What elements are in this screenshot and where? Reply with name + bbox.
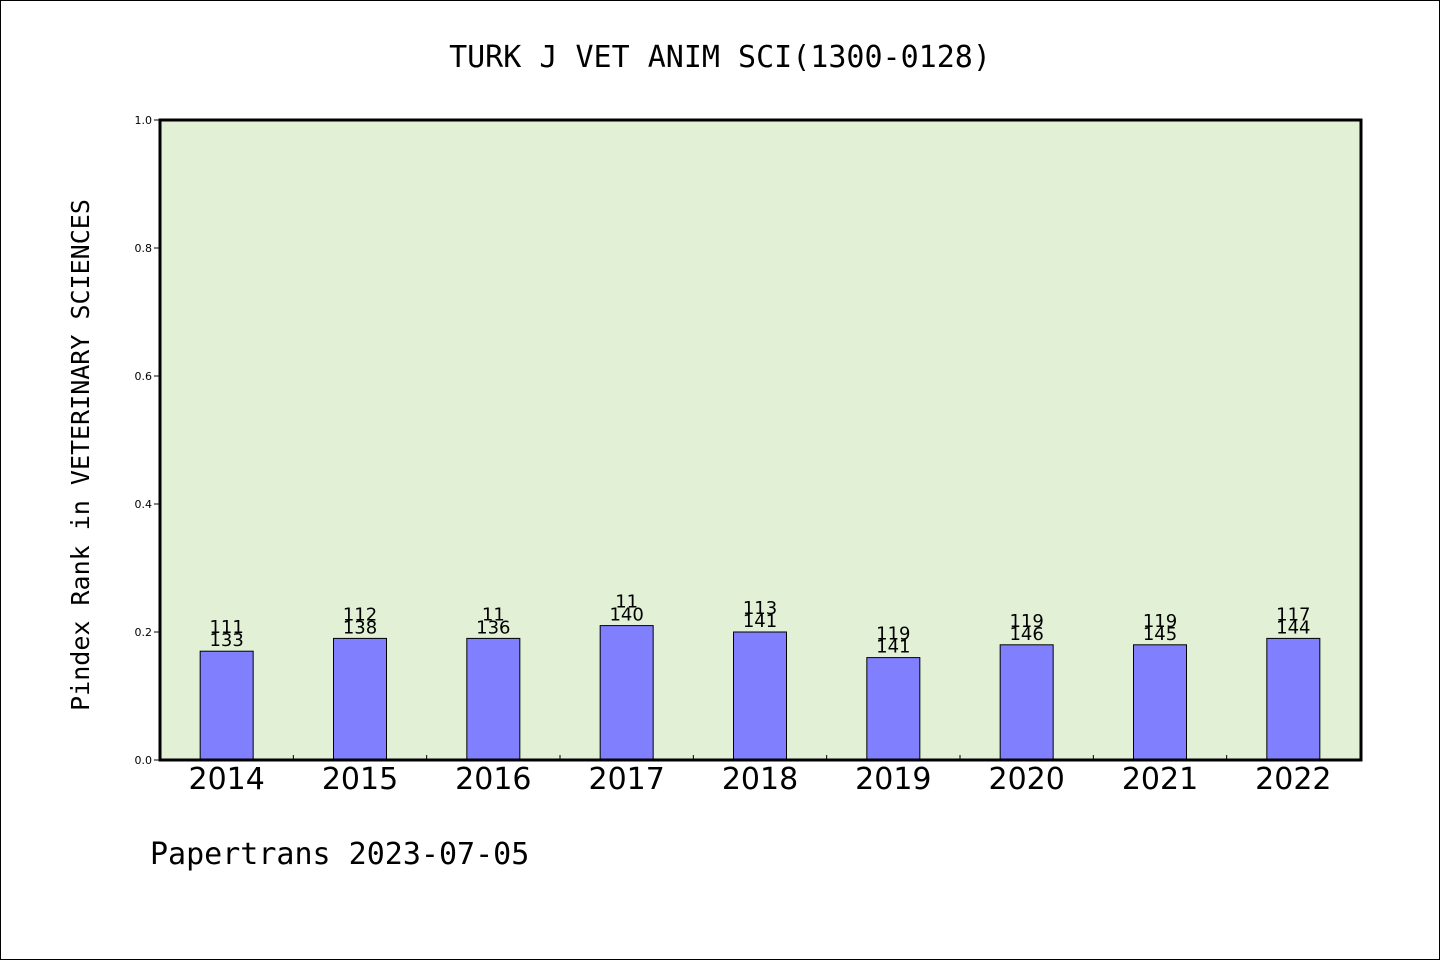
bar-rank-label: 119 [1143,611,1177,632]
bar-total-label: 141 [743,611,777,632]
bar-total-label: 133 [209,630,243,651]
x-axis-ticks: 2014 2015 2016 2017 2018 2019 2020 2021 2022 [188,755,1332,797]
bar-rank-label: 111 [209,617,243,638]
bar-2022 [1266,637,1321,761]
y-tick-label: 0.2 [135,626,153,639]
bar-rank-label: 11 [615,592,638,613]
bar-rank-label: 117 [1276,604,1310,625]
bar-2017 [599,625,654,761]
bar-total-label: 146 [1009,624,1043,645]
plot-border [158,118,1363,762]
y-axis-label: Pindex Rank in VETERINARY SCIENCES [66,199,95,711]
bar-total-label: 145 [1143,624,1177,645]
x-tick-label: 2022 [1255,762,1331,797]
x-tick-label: 2017 [588,762,664,797]
bar-rank-label: 113 [743,598,777,619]
bar-2020 [999,644,1054,761]
bar-total-label: 141 [876,637,910,658]
bar-2016 [466,637,521,761]
x-tick-label: 2015 [322,762,398,797]
bar-rank-label: 119 [1009,611,1043,632]
bar-rank-label: 11 [482,604,505,625]
bar-2014 [199,650,254,761]
bar-2015 [333,637,387,761]
footer-credit: Papertrans 2023-07-05 [150,837,529,872]
bar-series [199,625,1321,761]
bar-rank-label: 112 [343,604,377,625]
bar-2018 [733,631,787,761]
chart-title: TURK J VET ANIM SCI(1300-0128) [449,40,991,75]
bar-total-label: 136 [476,617,510,638]
x-tick-label: 2021 [1122,762,1198,797]
bar-total-label: 138 [343,617,377,638]
bar-total-label: 144 [1276,617,1310,638]
x-tick-label: 2014 [188,762,264,797]
bar-2021 [1133,644,1187,761]
y-tick-label: 0.6 [135,370,153,383]
x-tick-label: 2018 [722,762,798,797]
y-axis-ticks: 0.0 0.2 0.4 0.6 0.8 1.0 [135,114,160,767]
y-tick-label: 0.8 [135,242,153,255]
y-tick-label: 0.4 [135,498,153,511]
y-tick-label: 0.0 [135,754,153,767]
bar-rank-label: 119 [876,624,910,645]
x-tick-label: 2020 [988,762,1064,797]
x-tick-label: 2016 [455,762,531,797]
bar-total-label: 140 [609,605,643,626]
y-tick-label: 1.0 [135,114,153,127]
x-tick-label: 2019 [855,762,931,797]
bar-2019 [866,657,921,761]
